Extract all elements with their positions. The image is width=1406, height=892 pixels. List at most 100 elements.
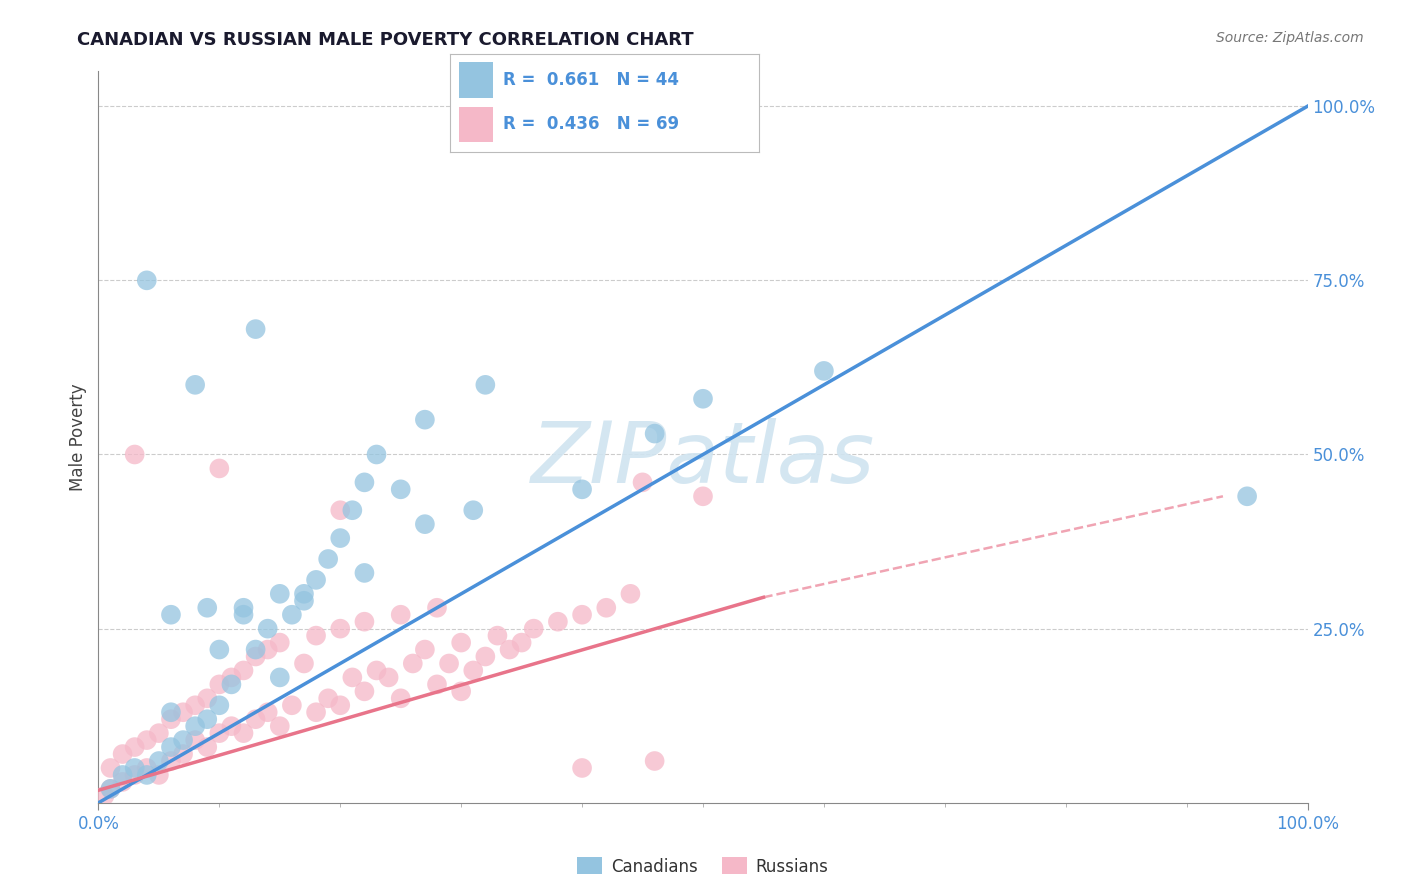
Text: R =  0.661   N = 44: R = 0.661 N = 44 (502, 71, 679, 89)
Point (111, 747, 134, 761)
Point (124, 740, 146, 755)
Point (160, 740, 183, 755)
Point (571, 607, 593, 622)
Point (450, 684, 472, 698)
Point (316, 552, 339, 566)
Point (160, 712, 183, 726)
Point (269, 670, 291, 684)
Point (366, 664, 388, 678)
Point (595, 600, 617, 615)
Point (474, 377, 496, 392)
Point (571, 483, 593, 497)
Point (305, 629, 328, 643)
Point (316, 691, 339, 706)
Bar (460, 106, 494, 142)
Point (208, 698, 231, 713)
Point (413, 517, 436, 532)
Point (93, 789, 115, 803)
Point (692, 392, 714, 406)
Point (184, 719, 207, 733)
Point (245, 642, 267, 657)
Point (160, 705, 183, 719)
Point (245, 649, 267, 664)
Point (342, 670, 364, 684)
Point (124, 768, 146, 782)
Point (195, 740, 218, 755)
Bar (460, 62, 494, 98)
Point (510, 635, 533, 649)
Point (208, 677, 231, 691)
Point (450, 635, 472, 649)
Point (389, 483, 412, 497)
Point (245, 712, 267, 726)
Point (571, 761, 593, 775)
Point (124, 448, 146, 462)
Point (692, 489, 714, 503)
Point (413, 642, 436, 657)
Point (135, 733, 157, 747)
Point (232, 607, 254, 622)
Point (148, 726, 170, 740)
Point (353, 566, 375, 580)
Point (208, 461, 231, 475)
Point (256, 642, 278, 657)
Point (498, 642, 520, 657)
Point (148, 754, 170, 768)
Point (281, 698, 304, 713)
Point (342, 503, 364, 517)
Point (160, 754, 183, 768)
Point (195, 712, 218, 726)
Point (366, 448, 388, 462)
Point (172, 733, 194, 747)
Point (172, 705, 194, 719)
Point (389, 607, 412, 622)
Point (221, 670, 243, 684)
Point (305, 573, 328, 587)
Point (281, 607, 304, 622)
Point (100, 761, 122, 775)
Point (124, 761, 146, 775)
Point (547, 615, 569, 629)
Point (377, 670, 399, 684)
Legend: Canadians, Russians: Canadians, Russians (571, 851, 835, 882)
Point (292, 594, 315, 608)
Point (426, 677, 449, 691)
Point (413, 412, 436, 426)
Point (353, 684, 375, 698)
Point (135, 273, 157, 287)
Point (184, 733, 207, 747)
Point (269, 635, 291, 649)
Point (100, 781, 122, 796)
Point (148, 768, 170, 782)
Text: Source: ZipAtlas.com: Source: ZipAtlas.com (1216, 31, 1364, 45)
Point (437, 657, 460, 671)
Point (389, 691, 412, 706)
Point (111, 775, 134, 789)
Text: ZIPatlas: ZIPatlas (531, 417, 875, 500)
Point (160, 607, 183, 622)
Point (100, 781, 122, 796)
Point (269, 719, 291, 733)
Point (292, 657, 315, 671)
Point (1236, 489, 1258, 503)
Point (208, 726, 231, 740)
Point (329, 622, 352, 636)
Point (631, 475, 654, 490)
Point (135, 768, 157, 782)
Point (329, 503, 352, 517)
Point (256, 622, 278, 636)
Point (269, 587, 291, 601)
Point (329, 698, 352, 713)
Point (463, 664, 485, 678)
Point (232, 600, 254, 615)
Point (305, 705, 328, 719)
Point (208, 642, 231, 657)
Point (111, 768, 134, 782)
Point (184, 698, 207, 713)
Point (221, 677, 243, 691)
Text: CANADIAN VS RUSSIAN MALE POVERTY CORRELATION CHART: CANADIAN VS RUSSIAN MALE POVERTY CORRELA… (77, 31, 695, 49)
Point (353, 475, 375, 490)
Point (619, 587, 641, 601)
Point (402, 657, 425, 671)
Point (172, 747, 194, 761)
